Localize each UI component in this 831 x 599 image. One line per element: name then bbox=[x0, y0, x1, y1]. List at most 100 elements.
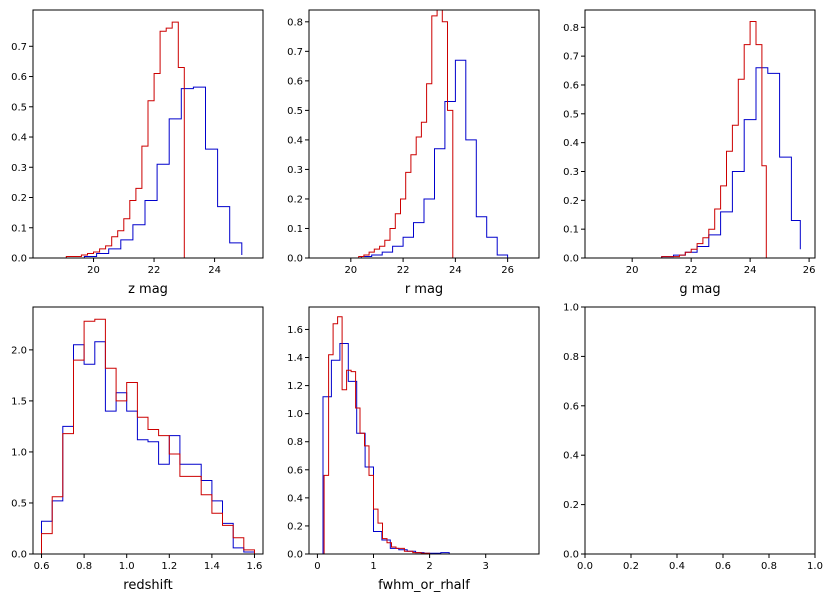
y-tick-label: 0.6 bbox=[563, 401, 579, 412]
y-tick-label: 0.8 bbox=[287, 17, 303, 28]
y-tick-label: 0.6 bbox=[287, 76, 303, 87]
subplot-4: 0.6 0.8 1.0 1.2 1.4 1.6 0.0 0.5 1.0 1.5 2.0 redshif… bbox=[11, 306, 264, 593]
x-tick-label: 22 bbox=[397, 265, 410, 276]
axes-frame bbox=[584, 306, 816, 555]
y-tick-label: 0.5 bbox=[287, 106, 303, 117]
histogram-series-red bbox=[323, 316, 431, 554]
x-tick-label: 0.0 bbox=[577, 561, 593, 572]
y-tick-label: 0.4 bbox=[563, 451, 579, 462]
x-tick-label: 1 bbox=[370, 561, 376, 572]
x-tick-label: 26 bbox=[803, 265, 816, 276]
x-axis-label: r mag bbox=[405, 282, 443, 297]
y-tick-label: 0.2 bbox=[11, 193, 27, 204]
x-tick-label: 0 bbox=[314, 561, 320, 572]
y-tick-label: 0.8 bbox=[563, 23, 579, 34]
subplot-6: 0.0 0.2 0.4 0.6 0.8 1.0 0.0 0.2 0.4 0.6 0.8 1.0 bbox=[563, 303, 823, 573]
y-tick-label: 0.6 bbox=[11, 72, 27, 83]
axes-frame bbox=[308, 306, 540, 555]
y-tick-label: 0.3 bbox=[287, 165, 303, 176]
x-tick-label: 24 bbox=[744, 265, 757, 276]
axes-frame bbox=[584, 9, 816, 259]
y-tick-label: 0.4 bbox=[563, 138, 579, 149]
subplot-1: 20 22 24 0.0 0.1 0.2 0.3 0.4 0.5 0.6 0.7 z mag bbox=[11, 9, 264, 297]
y-tick-label: 1.0 bbox=[287, 409, 303, 420]
x-tick-label: 2 bbox=[426, 561, 432, 572]
y-tick-label: 0.2 bbox=[287, 521, 303, 532]
y-tick-label: 0.0 bbox=[11, 550, 27, 561]
y-tick-label: 0.6 bbox=[563, 80, 579, 91]
y-tick-label: 0.0 bbox=[563, 254, 579, 265]
y-tick-label: 1.6 bbox=[287, 325, 303, 336]
y-tick-label: 0.2 bbox=[563, 500, 579, 511]
axes-frame bbox=[32, 306, 264, 555]
x-axis-label: fwhm_or_rhalf bbox=[378, 578, 470, 593]
axes-frame bbox=[32, 9, 264, 259]
y-tick-label: 0.0 bbox=[563, 550, 579, 561]
axes-frame bbox=[308, 9, 540, 259]
y-tick-label: 0.4 bbox=[287, 493, 303, 504]
x-tick-label: 1.6 bbox=[247, 561, 263, 572]
y-tick-label: 0.0 bbox=[11, 254, 27, 265]
y-tick-label: 1.5 bbox=[11, 396, 27, 407]
y-tick-label: 0.4 bbox=[287, 135, 303, 146]
x-tick-label: 0.6 bbox=[34, 561, 50, 572]
x-tick-label: 22 bbox=[685, 265, 698, 276]
y-tick-label: 0.8 bbox=[563, 352, 579, 363]
y-tick-label: 0.0 bbox=[287, 254, 303, 265]
y-tick-label: 0.1 bbox=[11, 223, 27, 234]
histogram-series-blue bbox=[72, 86, 243, 259]
x-tick-label: 24 bbox=[449, 265, 462, 276]
y-tick-label: 0.3 bbox=[11, 163, 27, 174]
x-tick-label: 1.4 bbox=[204, 561, 220, 572]
y-tick-label: 0.5 bbox=[563, 109, 579, 120]
y-tick-label: 0.7 bbox=[563, 52, 579, 63]
x-tick-label: 0.8 bbox=[761, 561, 777, 572]
x-tick-label: 0.2 bbox=[623, 561, 639, 572]
y-tick-label: 0.2 bbox=[563, 196, 579, 207]
x-tick-label: 0.4 bbox=[669, 561, 685, 572]
y-tick-label: 0.5 bbox=[11, 102, 27, 113]
histogram-series-red bbox=[358, 9, 454, 258]
subplot-5: 0 1 2 3 0.0 0.2 0.4 0.6 0.8 1.0 1.2 1.4 1.6 fwhm_or_r… bbox=[287, 306, 540, 593]
x-axis-label: g mag bbox=[679, 282, 720, 297]
x-tick-label: 26 bbox=[501, 265, 514, 276]
y-tick-label: 0.7 bbox=[11, 42, 27, 53]
histogram-series-blue bbox=[360, 59, 509, 258]
y-tick-label: 0.8 bbox=[287, 437, 303, 448]
x-tick-label: 1.0 bbox=[807, 561, 823, 572]
y-tick-label: 0.7 bbox=[287, 47, 303, 58]
y-tick-label: 0.5 bbox=[11, 498, 27, 509]
y-tick-label: 0.6 bbox=[287, 465, 303, 476]
x-tick-label: 0.6 bbox=[715, 561, 731, 572]
histogram-series-red bbox=[41, 318, 255, 554]
x-tick-label: 1.0 bbox=[119, 561, 135, 572]
x-tick-label: 24 bbox=[208, 265, 221, 276]
x-tick-label: 22 bbox=[148, 265, 161, 276]
x-tick-label: 0.8 bbox=[76, 561, 92, 572]
histogram-series-red bbox=[65, 21, 185, 258]
histogram-series-blue bbox=[661, 67, 801, 258]
y-tick-label: 0.2 bbox=[287, 194, 303, 205]
y-tick-label: 0.4 bbox=[11, 133, 27, 144]
y-tick-label: 1.2 bbox=[287, 381, 303, 392]
x-tick-label: 20 bbox=[626, 265, 639, 276]
subplot-2: 20 22 24 26 0.0 0.1 0.2 0.3 0.4 0.5 0.6 0.7 0.8 r mag bbox=[287, 9, 540, 297]
histogram-series-blue bbox=[322, 343, 458, 555]
y-tick-label: 2.0 bbox=[11, 345, 27, 356]
histogram-series-red bbox=[661, 21, 767, 258]
y-tick-label: 0.1 bbox=[563, 225, 579, 236]
y-tick-label: 1.0 bbox=[563, 303, 579, 314]
x-tick-label: 3 bbox=[483, 561, 489, 572]
y-tick-label: 0.0 bbox=[287, 550, 303, 561]
y-tick-label: 1.0 bbox=[11, 447, 27, 458]
subplot-3: 20 22 24 26 0.0 0.1 0.2 0.3 0.4 0.5 0.6 0.7 0.8 g mag bbox=[563, 9, 816, 297]
x-tick-label: 20 bbox=[87, 265, 100, 276]
y-tick-label: 1.4 bbox=[287, 353, 303, 364]
x-tick-label: 20 bbox=[344, 265, 357, 276]
y-tick-label: 0.3 bbox=[563, 167, 579, 178]
x-tick-label: 1.2 bbox=[161, 561, 177, 572]
x-axis-label: z mag bbox=[128, 282, 168, 297]
x-axis-label: redshift bbox=[123, 578, 172, 593]
y-tick-label: 0.1 bbox=[287, 224, 303, 235]
